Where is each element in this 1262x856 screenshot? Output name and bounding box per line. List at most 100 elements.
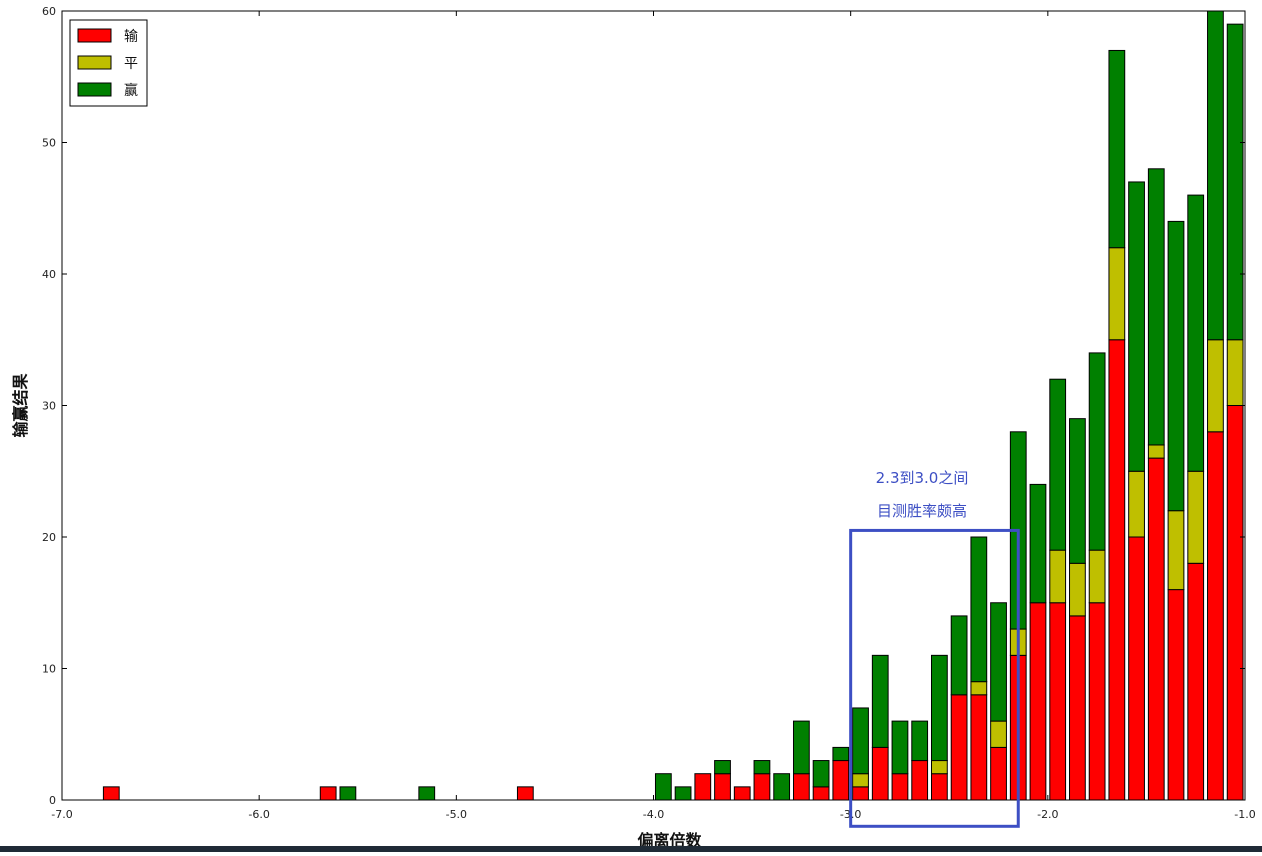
legend-label-1: 平	[124, 56, 138, 72]
bar-draw-34	[1226, 339, 1244, 406]
bar-draw-22	[990, 720, 1007, 748]
bar-lose-28	[1108, 339, 1126, 801]
bar-draw-28	[1108, 247, 1126, 341]
annotation-text-line-1: 2.3到3.0之间	[876, 469, 969, 487]
bar-lose-4	[516, 786, 534, 801]
bar-lose-29	[1128, 536, 1145, 801]
bar-draw-25	[1049, 549, 1067, 604]
bar-lose-20	[950, 694, 968, 801]
bar-win-13	[812, 760, 830, 788]
x-tick-label-0: -7.0	[51, 808, 72, 821]
bar-win-28	[1108, 49, 1126, 249]
bar-win-5	[654, 773, 672, 801]
bar-lose-12	[792, 773, 810, 801]
x-tick-label-1: -6.0	[248, 808, 269, 821]
bar-win-18	[911, 720, 929, 762]
x-axis: -7.0 -6.0 -5.0 -4.0 -3.0 -2.0 -1.0	[51, 11, 1256, 821]
bar-draw-26	[1069, 562, 1086, 617]
bar-win-32	[1187, 194, 1205, 472]
bar-win-20	[950, 615, 968, 696]
legend-swatch-1	[77, 55, 112, 70]
annotation-text-line-2: 目测胜率颇高	[877, 502, 967, 520]
bar-win-8	[714, 760, 731, 775]
bar-win-34	[1226, 23, 1244, 341]
bar-lose-18	[911, 760, 929, 801]
plot-area	[62, 11, 1245, 800]
legend: 输平赢	[69, 19, 148, 107]
bar-lose-13	[812, 786, 830, 801]
bar-draw-27	[1088, 549, 1106, 604]
bar-lose-0	[102, 786, 120, 801]
plot-background	[62, 11, 1245, 800]
bar-lose-32	[1187, 562, 1205, 801]
x-tick-label-2: -5.0	[446, 808, 467, 821]
bar-draw-21	[970, 681, 988, 696]
annotation: 2.3到3.0之间 目测胜率颇高	[849, 469, 1020, 828]
bar-win-11	[773, 773, 791, 801]
bar-lose-1	[319, 786, 337, 801]
x-axis-label: 偏离倍数	[637, 831, 702, 850]
bar-lose-10	[753, 773, 771, 801]
bar-lose-24	[1029, 602, 1047, 801]
legend-label-0: 输	[124, 29, 138, 45]
y-tick-label-3: 30	[42, 400, 56, 413]
bar-win-17	[891, 720, 909, 775]
bar-lose-8	[714, 773, 731, 801]
bar-lose-15	[852, 786, 869, 801]
x-tick-label-5: -2.0	[1037, 808, 1058, 821]
bar-lose-30	[1147, 457, 1165, 801]
legend-swatch-2	[77, 82, 112, 97]
bar-lose-27	[1088, 602, 1106, 801]
bar-win-12	[792, 720, 810, 775]
bar-win-26	[1069, 418, 1086, 564]
bar-lose-31	[1167, 589, 1185, 801]
bar-lose-25	[1049, 602, 1067, 801]
bar-win-15	[852, 707, 869, 775]
bar-lose-33	[1207, 431, 1224, 801]
annotation-rect	[849, 528, 1020, 828]
bar-win-3	[418, 786, 436, 801]
bar-draw-15	[852, 773, 869, 788]
bar-lose-21	[970, 694, 988, 801]
legend-swatch-0	[77, 28, 112, 43]
bar-lose-22	[990, 746, 1007, 801]
bar-lose-34	[1226, 405, 1244, 801]
bar-lose-16	[871, 746, 889, 801]
bar-lose-7	[694, 773, 712, 801]
y-axis: 0 10 20 30 40 50 60	[42, 5, 1245, 807]
bar-draw-19	[931, 760, 948, 775]
x-tick-label-3: -4.0	[643, 808, 664, 821]
bar-win-21	[970, 536, 988, 683]
bar-draw-30	[1147, 444, 1165, 459]
bar-win-33	[1207, 10, 1224, 341]
bar-win-6	[674, 786, 692, 801]
bar-win-30	[1147, 168, 1165, 446]
window-bottom-strip	[0, 846, 1262, 852]
y-tick-label-2: 20	[42, 531, 56, 544]
legend-label-2: 赢	[124, 82, 138, 99]
y-tick-label-6: 60	[42, 5, 56, 18]
x-tick-label-6: -1.0	[1234, 808, 1255, 821]
bar-lose-17	[891, 773, 909, 801]
bar-draw-32	[1187, 470, 1205, 564]
bar-lose-14	[832, 760, 850, 801]
bar-win-24	[1029, 483, 1047, 604]
bar-lose-9	[733, 786, 751, 801]
y-tick-label-5: 50	[42, 137, 56, 150]
bar-win-10	[753, 760, 771, 775]
y-tick-label-0: 0	[49, 794, 56, 807]
y-axis-label: 输赢结果	[11, 373, 30, 437]
bar-draw-33	[1207, 339, 1224, 433]
bar-lose-19	[931, 773, 948, 801]
bar-lose-26	[1069, 615, 1086, 801]
bar-win-31	[1167, 220, 1185, 512]
bar-draw-31	[1167, 510, 1185, 591]
bar-win-19	[931, 654, 948, 762]
bar-win-14	[832, 746, 850, 762]
bar-win-27	[1088, 352, 1106, 551]
bar-draw-29	[1128, 470, 1145, 538]
bar-win-29	[1128, 181, 1145, 472]
y-tick-label-1: 10	[42, 663, 56, 676]
bar-win-22	[990, 602, 1007, 722]
